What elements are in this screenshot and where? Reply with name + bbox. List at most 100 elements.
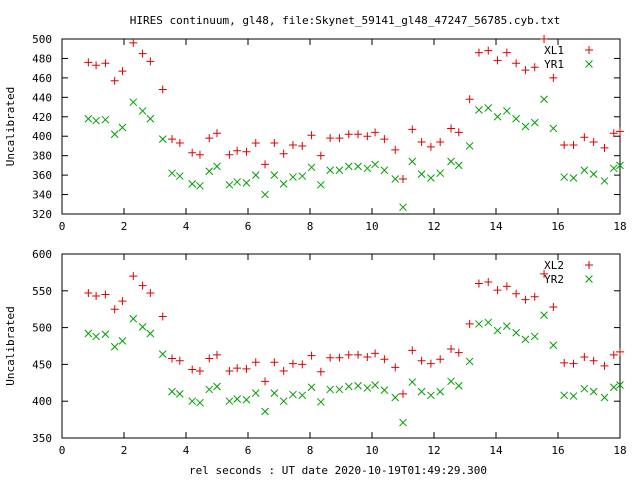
data-point-xl1 (205, 134, 214, 143)
data-point-yr2 (242, 395, 251, 404)
x-tick-label: 12 (427, 444, 440, 457)
data-point-yr1 (475, 106, 483, 114)
data-point-yr2 (589, 387, 598, 396)
data-point-xl2 (92, 291, 101, 300)
data-point-xl2 (380, 355, 389, 364)
data-point-xl1 (188, 148, 197, 157)
data-point-yr1 (408, 157, 417, 166)
data-point-yr1 (454, 161, 463, 170)
data-point-yr1 (270, 171, 279, 179)
data-point-xl2 (436, 355, 445, 364)
data-point-yr1 (110, 130, 119, 139)
data-point-xl1 (288, 140, 297, 149)
data-point-xl1 (399, 175, 407, 183)
data-point-xl2 (512, 289, 521, 298)
series-xl1 (84, 35, 624, 183)
data-point-yr1 (436, 169, 445, 178)
data-point-yr2 (146, 329, 155, 338)
data-point-yr2 (530, 332, 539, 341)
y-tick-label: 480 (32, 52, 52, 65)
data-point-xl2 (589, 356, 598, 365)
data-point-yr2 (233, 395, 242, 403)
y-tick-label: 600 (32, 248, 52, 261)
data-point-xl2 (616, 347, 624, 356)
data-point-xl2 (195, 367, 204, 376)
data-point-yr2 (540, 311, 548, 319)
data-point-yr2 (251, 389, 260, 397)
data-point-xl2 (521, 295, 530, 304)
x-tick-label: 14 (489, 444, 503, 457)
data-point-yr1 (354, 162, 362, 171)
data-point-xl1 (261, 160, 270, 169)
data-point-yr2 (484, 318, 493, 327)
data-point-xl1 (436, 138, 445, 147)
data-point-xl1 (225, 150, 234, 159)
data-point-yr2 (371, 381, 379, 389)
data-point-yr2 (110, 342, 119, 351)
data-point-yr1 (391, 175, 400, 183)
y-tick-label: 400 (32, 130, 52, 143)
y-tick-label: 350 (32, 432, 52, 445)
data-point-xl1 (380, 135, 389, 144)
data-point-xl1 (609, 129, 618, 138)
data-point-xl2 (251, 358, 260, 367)
data-point-xl2 (354, 350, 363, 359)
data-point-xl2 (110, 305, 119, 314)
data-point-yr2 (289, 390, 297, 399)
data-point-yr1 (175, 172, 184, 180)
data-point-xl2 (225, 367, 234, 376)
data-point-xl1 (326, 134, 335, 143)
data-point-xl1 (371, 128, 380, 137)
data-point-xl1 (502, 48, 511, 57)
data-point-yr1 (138, 107, 147, 115)
data-point-xl2 (326, 353, 335, 362)
data-point-yr2 (316, 398, 325, 406)
data-point-xl1 (118, 67, 127, 76)
data-point-xl2 (540, 269, 549, 278)
data-point-xl2 (426, 359, 435, 368)
x-tick-label: 8 (307, 220, 314, 233)
data-point-yr1 (465, 142, 474, 150)
series-yr1 (84, 95, 624, 212)
data-point-yr2 (298, 391, 307, 400)
data-point-yr2 (225, 397, 234, 406)
data-point-xl1 (110, 76, 119, 85)
data-point-xl1 (569, 140, 578, 149)
legend-label: YR1 (544, 58, 564, 71)
y-tick-label: 340 (32, 189, 52, 202)
data-point-yr2 (101, 330, 110, 339)
data-point-yr1 (118, 123, 127, 132)
data-point-yr2 (354, 381, 362, 390)
data-point-xl2 (298, 360, 307, 369)
y-tick-label: 500 (32, 33, 52, 46)
plot-frame (61, 253, 621, 439)
data-point-xl2 (391, 363, 400, 372)
data-point-xl1 (484, 46, 493, 55)
data-point-yr2 (158, 350, 167, 358)
x-tick-label: 16 (551, 220, 564, 233)
data-point-yr1 (493, 112, 502, 121)
data-point-yr2 (399, 418, 407, 427)
data-point-xl2 (408, 346, 417, 355)
x-tick-label: 10 (365, 220, 378, 233)
y-tick-label: 380 (32, 150, 52, 163)
data-point-xl1 (447, 124, 456, 133)
data-point-xl2 (484, 277, 493, 286)
data-point-yr1 (380, 166, 389, 175)
data-point-yr1 (279, 180, 288, 188)
data-point-yr1 (580, 166, 589, 175)
data-point-xl1 (426, 142, 435, 151)
data-point-yr2 (580, 384, 589, 393)
y-axis-label: Uncalibrated (4, 87, 17, 166)
data-point-yr2 (205, 385, 214, 394)
data-point-yr2 (279, 397, 288, 406)
data-point-yr2 (175, 389, 184, 398)
x-tick-label: 6 (245, 444, 252, 457)
data-point-yr2 (118, 336, 127, 345)
y-tick-label: 440 (32, 91, 52, 104)
data-point-yr2 (408, 378, 417, 386)
data-point-xl2 (307, 351, 316, 360)
data-point-yr1 (616, 161, 624, 170)
